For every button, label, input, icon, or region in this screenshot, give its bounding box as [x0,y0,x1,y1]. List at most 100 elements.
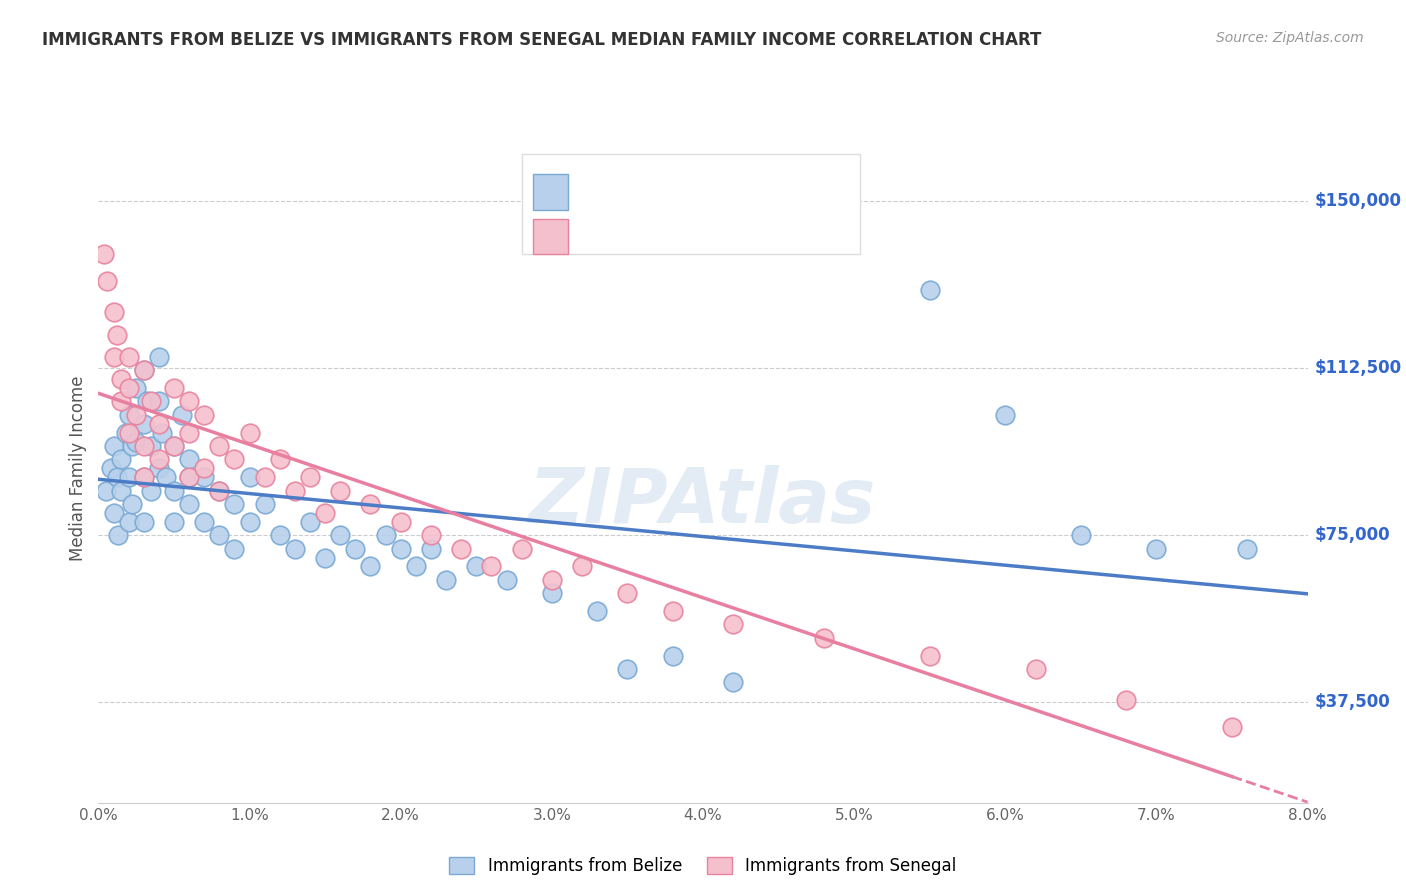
Point [163,515,186,529]
Point [93,247,115,261]
Point [193,461,215,475]
Point [1236,541,1258,556]
Point [103,506,125,520]
Point [1144,541,1167,556]
Point [1070,528,1092,542]
Point [148,394,170,409]
Point [118,515,141,529]
Point [314,506,336,520]
Point [163,381,186,395]
Text: 50: 50 [702,227,727,245]
Point [284,541,307,556]
Text: R =: R = [575,183,614,201]
Text: $37,500: $37,500 [1315,693,1391,712]
Text: -0.140: -0.140 [603,183,668,201]
Point [450,541,472,556]
Point [616,586,638,600]
Point [723,617,745,632]
Point [224,541,246,556]
Point [132,417,155,431]
Point [1220,720,1243,734]
Point [329,483,352,498]
Point [540,573,562,587]
Point [148,417,170,431]
Point [148,461,170,475]
Point [253,497,276,511]
Point [132,363,155,377]
Point [389,541,412,556]
Point [540,586,562,600]
Point [465,559,488,574]
Point [208,528,231,542]
Point [389,515,412,529]
Point [419,528,441,542]
Point [571,559,593,574]
Legend: Immigrants from Belize, Immigrants from Senegal: Immigrants from Belize, Immigrants from … [443,850,963,881]
Point [163,439,186,453]
Point [110,452,132,467]
Point [96,274,118,288]
Point [1115,693,1137,707]
Point [193,408,215,422]
Point [314,550,336,565]
Point [661,648,683,663]
Point [105,327,128,342]
Point [132,363,155,377]
Text: Source: ZipAtlas.com: Source: ZipAtlas.com [1216,31,1364,45]
Point [110,483,132,498]
Point [141,439,163,453]
Point [586,604,609,618]
Point [141,483,163,498]
Point [359,559,381,574]
Point [405,559,427,574]
Point [148,452,170,467]
Point [661,604,683,618]
Point [125,381,148,395]
Point [359,497,381,511]
Point [114,425,136,440]
Point [224,452,246,467]
Point [103,305,125,319]
Point [125,408,148,422]
Point [434,573,457,587]
Point [163,483,186,498]
Point [329,528,352,542]
Text: N =: N = [664,183,716,201]
Point [179,470,201,484]
Point [132,515,155,529]
Point [239,515,262,529]
Point [284,483,307,498]
Point [118,425,141,440]
Point [118,381,141,395]
Point [103,439,125,453]
Point [224,497,246,511]
Point [813,631,835,645]
Point [118,408,141,422]
Point [179,452,201,467]
Point [495,573,517,587]
Point [1024,662,1046,676]
Point [344,541,367,556]
Text: $75,000: $75,000 [1315,526,1391,544]
Point [208,439,231,453]
Point [193,515,215,529]
Point [994,408,1017,422]
Point [239,470,262,484]
Point [269,528,291,542]
Point [100,461,122,475]
Point [148,350,170,364]
Text: IMMIGRANTS FROM BELIZE VS IMMIGRANTS FROM SENEGAL MEDIAN FAMILY INCOME CORRELATI: IMMIGRANTS FROM BELIZE VS IMMIGRANTS FRO… [42,31,1042,49]
Point [723,675,745,690]
Text: $112,500: $112,500 [1315,359,1402,377]
Point [918,283,941,297]
Point [121,439,143,453]
Point [110,372,132,386]
Point [105,470,128,484]
Point [269,452,291,467]
Point [374,528,396,542]
Point [163,439,186,453]
Point [239,425,262,440]
Text: 68: 68 [702,183,727,201]
Point [616,662,638,676]
Text: R =: R = [575,227,614,245]
